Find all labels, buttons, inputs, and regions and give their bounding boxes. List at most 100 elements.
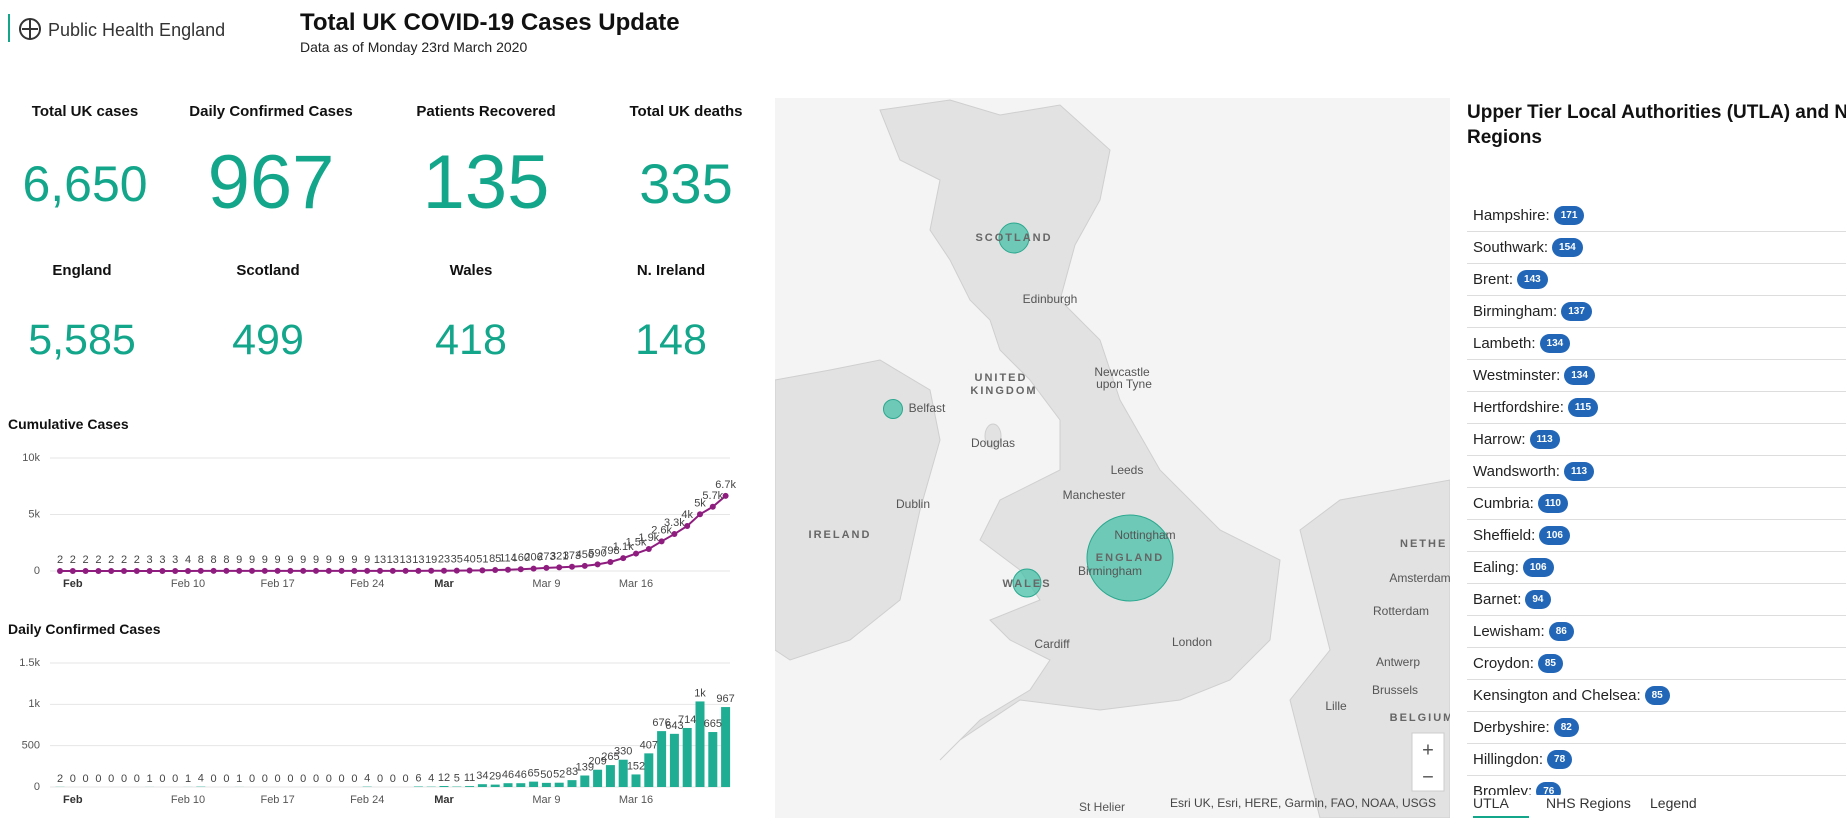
point [453,567,460,574]
data-label: 152 [627,760,645,772]
utla-row[interactable]: Barnet: 94 [1467,584,1846,616]
map-label: Nottingham [1114,528,1175,542]
point [530,565,537,572]
tab[interactable]: UTLA [1473,795,1509,811]
bar [516,783,526,787]
point [197,567,204,574]
map-label: WALES [1002,578,1051,590]
map-label: Cardiff [1034,637,1070,651]
data-label: 85 [489,553,501,565]
data-label: 9 [249,554,255,566]
point [300,567,307,574]
utla-name: Birmingham: [1473,303,1558,320]
map-label: Amsterdam [1389,571,1450,585]
point [95,567,102,574]
logo-bar [8,14,10,42]
bar [439,786,449,787]
data-label: 2 [121,554,127,566]
data-label: 6 [415,773,421,785]
land [1289,479,1450,818]
map-label: Birmingham [1078,564,1142,578]
data-label: 0 [108,773,114,785]
nation-label: England [52,262,112,279]
kpi-label: Total UK deaths [629,103,743,120]
utla-row[interactable]: Lewisham: 86 [1467,616,1846,648]
utla-row[interactable]: Lambeth: 134 [1467,328,1846,360]
point [236,567,243,574]
chart-title: Daily Confirmed Cases [8,621,161,637]
utla-name: Hampshire: [1473,207,1550,224]
utla-name: Kensington and Chelsea: [1473,687,1641,704]
utla-row[interactable]: Birmingham: 137 [1467,296,1846,328]
utla-count: 134 [1539,334,1571,353]
bar [490,784,500,787]
kpi-value: 967 [207,140,335,226]
kpi-label: Patients Recovered [416,103,556,120]
utla-row[interactable]: Croydon: 85 [1467,648,1846,680]
y-tick-label: 10k [22,452,40,464]
map: + − Esri UK, Esri, HERE, Garmin, FAO, NO… [775,98,1450,818]
utla-row[interactable]: Derbyshire: 82 [1467,712,1846,744]
data-label: 9 [287,554,293,566]
data-label: 6.7k [715,479,736,491]
x-tick-label: Feb 24 [350,794,384,806]
data-label: 9 [262,554,268,566]
utla-row[interactable]: Bromley: 76 [1467,776,1846,795]
point [377,567,383,574]
utla-row[interactable]: Hillingdon: 78 [1467,744,1846,776]
utla-row[interactable]: Kensington and Chelsea: 85 [1467,680,1846,712]
data-label: 265 [601,751,619,763]
data-label: 9 [300,554,306,566]
utla-row[interactable]: Harrow: 113 [1467,424,1846,456]
nation-label: Wales [449,262,493,279]
data-label: 2 [57,554,63,566]
utla-name: Westminster: [1473,367,1561,384]
data-label: 0 [326,773,332,785]
point [338,567,345,574]
x-tick-label: Feb [63,794,83,806]
utla-row[interactable]: Hertfordshire: 115 [1467,392,1846,424]
utla-row[interactable]: Hampshire: 171 [1467,200,1846,232]
data-label: 0 [377,773,383,785]
data-label: 13 [399,554,411,566]
data-label: 321 [550,550,568,562]
data-label: 5 [454,773,460,785]
map-label: IRELAND [809,529,872,541]
map-label: Lille [1325,699,1347,713]
data-label: 46 [502,769,514,781]
region-bubble [998,222,1030,254]
data-label: 209 [588,756,606,768]
data-label: 11 [464,772,475,784]
data-label: 3 [159,554,165,566]
utla-row[interactable]: Westminster: 134 [1467,360,1846,392]
utla-row[interactable]: Sheffield: 106 [1467,520,1846,552]
point [133,567,140,574]
point [594,561,601,568]
tab[interactable]: NHS Regions [1546,795,1631,811]
kpi-label: Total UK cases [31,103,139,120]
point [185,567,191,574]
bar [669,733,679,787]
utla-name: Hillingdon: [1473,751,1544,768]
point [146,567,153,574]
data-label: 4 [185,554,191,566]
bar [580,775,590,787]
zoom-out[interactable]: − [1422,766,1434,788]
data-label: 373 [563,550,581,562]
utla-row[interactable]: Southwark: 154 [1467,232,1846,264]
data-label: 0 [287,773,293,785]
zoom-in[interactable]: + [1422,739,1434,761]
utla-row[interactable]: Brent: 143 [1467,264,1846,296]
utla-row[interactable]: Cumbria: 110 [1467,488,1846,520]
utla-count: 94 [1525,590,1551,609]
map-label: KINGDOM [970,385,1037,397]
utla-row[interactable]: Wandsworth: 113 [1467,456,1846,488]
point [466,567,473,574]
tab[interactable]: Legend [1650,795,1697,811]
utla-count: 106 [1539,526,1570,545]
utla-name: Bromley: [1473,783,1533,795]
data-label: 0 [403,773,409,785]
utla-row[interactable]: Ealing: 106 [1467,552,1846,584]
data-label: 1 [185,773,191,785]
point [261,567,268,574]
